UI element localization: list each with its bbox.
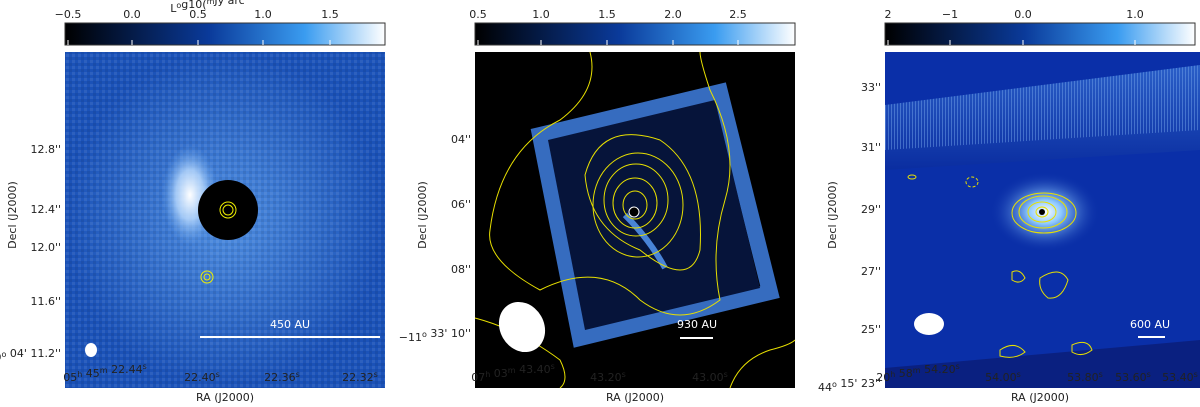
colorbar-title: Log10(mJy arcsec−2) — [170, 0, 280, 15]
colorbar-tick-label: 2.5 — [729, 8, 747, 21]
x-tick-label: 22.36s — [264, 370, 300, 385]
y-tick-label: 09o 04' 11.2'' — [0, 347, 61, 364]
y-axis-label: Decl (J2000) — [6, 181, 19, 249]
x-tick-label: 43.00s — [692, 370, 728, 385]
y-tick-label: 33'' — [861, 81, 881, 94]
colorbar-tick-label: 1.5 — [321, 8, 339, 21]
y-axis-label: Decl (J2000) — [416, 181, 429, 249]
x-tick-label: 53.60s — [1115, 370, 1151, 385]
scale-bar-label: 600 AU — [1130, 318, 1170, 331]
x-tick-label: 54.00s — [985, 370, 1021, 385]
colorbars — [64, 22, 1196, 46]
x-tick-label: 20h 58m 54.20s — [876, 362, 960, 385]
x-tick-label: 22.40s — [184, 370, 220, 385]
y-tick-label: 25'' — [861, 323, 881, 336]
scale-bar-label: 450 AU — [270, 318, 310, 331]
colorbar-tick-label: 0.5 — [189, 8, 207, 21]
x-tick-label: 53.40s — [1162, 370, 1198, 385]
x-axis-label: RA (J2000) — [606, 391, 664, 404]
y-tick-label: 12.0'' — [30, 241, 61, 254]
y-tick-label: 31'' — [861, 141, 881, 154]
y-axis-label: Decl (J2000) — [826, 181, 839, 249]
colorbar-tick-label: 1.5 — [598, 8, 616, 21]
y-tick-label: 12.8'' — [30, 143, 61, 156]
y-tick-label: 27'' — [861, 265, 881, 278]
colorbar-tick-label: 0.0 — [1014, 8, 1032, 21]
y-tick-label: 04'' — [451, 133, 471, 146]
colorbar-tick-label: −0.5 — [55, 8, 82, 21]
colorbar-tick-label: −1 — [942, 8, 958, 21]
x-tick-label: 53.80s — [1067, 370, 1103, 385]
y-tick-label: −11o 33' 10'' — [399, 327, 471, 344]
colorbar-tick-label: 1.0 — [1126, 8, 1144, 21]
y-tick-label: 11.6'' — [30, 295, 61, 308]
colorbar-tick-label: 1.0 — [254, 8, 272, 21]
colorbar-tick-label: 2 — [885, 8, 892, 21]
scale-bar-label: 930 AU — [677, 318, 717, 331]
x-axis-label: RA (J2000) — [196, 391, 254, 404]
image-3 — [885, 52, 1200, 388]
colorbar-tick-label: 0.0 — [123, 8, 141, 21]
x-axis-label: RA (J2000) — [1011, 391, 1069, 404]
x-tick-label: 07h 03m 43.40s — [471, 362, 555, 385]
colorbar-tick-label: 2.0 — [664, 8, 682, 21]
y-tick-label: 08'' — [451, 263, 471, 276]
y-tick-label: 12.4'' — [30, 203, 61, 216]
colorbar-tick-label: 0.5 — [469, 8, 487, 21]
x-tick-label: 05h 45m 22.44s — [63, 362, 147, 385]
x-tick-label: 43.20s — [590, 370, 626, 385]
x-tick-label: 22.32s — [342, 370, 378, 385]
image-1 — [65, 52, 385, 388]
y-tick-label: 06'' — [451, 198, 471, 211]
y-tick-label: 44o 15' 23'' — [818, 377, 881, 394]
y-tick-label: 29'' — [861, 203, 881, 216]
colorbar-tick-label: 1.0 — [532, 8, 550, 21]
image-2 — [474, 51, 796, 389]
